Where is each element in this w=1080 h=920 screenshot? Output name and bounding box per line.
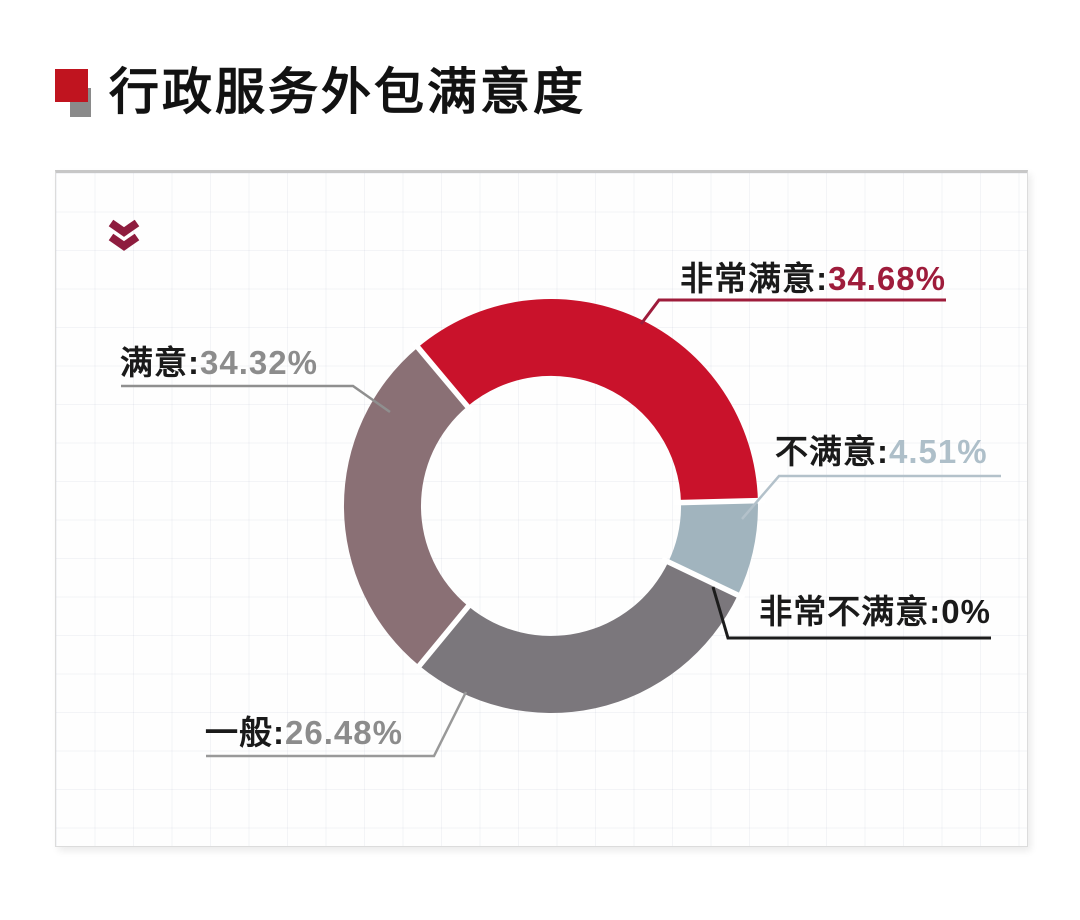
chart-panel: 非常满意:34.68% 满意:34.32% 不满意:4.51% 非常不满意:0%… — [55, 170, 1028, 847]
leader-neutral — [206, 691, 468, 758]
callout-separator: : — [929, 593, 942, 630]
callout-value: 4.51% — [889, 433, 988, 470]
callout-value: 34.32% — [200, 344, 318, 381]
callout-separator: : — [273, 714, 285, 751]
chevron-svg — [108, 219, 140, 251]
callout-separator: : — [188, 344, 200, 381]
page-title: 行政服务外包满意度 — [109, 64, 586, 120]
leader-dissatisfied — [741, 474, 1001, 520]
callout-very-satisfied: 非常满意:34.68% — [680, 260, 946, 298]
page-header: 行政服务外包满意度 — [55, 64, 586, 120]
double-chevron-down-icon[interactable] — [107, 218, 141, 254]
callout-value: 26.48% — [285, 714, 403, 751]
callout-separator: : — [816, 260, 829, 297]
bullet-red-square — [55, 69, 88, 102]
segment-gap — [660, 556, 746, 601]
callout-separator: : — [877, 433, 889, 470]
donut-segment-0[interactable] — [417, 298, 758, 503]
title-bullet-icon — [55, 64, 95, 120]
leader-very-dissatisfied — [711, 586, 991, 640]
leader-very-satisfied — [639, 298, 946, 325]
callout-satisfied: 满意:34.32% — [120, 344, 318, 382]
chevron-stripe-bottom — [108, 233, 140, 251]
callout-label: 满意 — [120, 344, 188, 381]
donut-segment-1[interactable] — [343, 347, 469, 666]
callout-very-dissatisfied: 非常不满意:0% — [759, 593, 991, 631]
donut-chart-svg — [121, 298, 1001, 758]
donut-segments — [343, 298, 765, 713]
segment-gap — [412, 599, 475, 673]
callout-value: 34.68% — [828, 260, 946, 297]
segment-gap — [411, 340, 475, 414]
segment-gap — [673, 497, 765, 506]
callout-dissatisfied: 不满意:4.51% — [775, 433, 988, 471]
leader-satisfied — [121, 384, 391, 414]
callout-label: 一般 — [205, 714, 273, 751]
callout-label: 不满意 — [775, 433, 877, 470]
callout-neutral: 一般:26.48% — [205, 714, 403, 752]
leader-lines — [121, 298, 1001, 758]
callout-label: 非常满意 — [680, 260, 817, 297]
callout-value: 0% — [941, 593, 991, 630]
donut-segment-2[interactable] — [419, 562, 738, 713]
callout-label: 非常不满意 — [759, 593, 930, 630]
chevron-stripe-top — [108, 219, 140, 237]
